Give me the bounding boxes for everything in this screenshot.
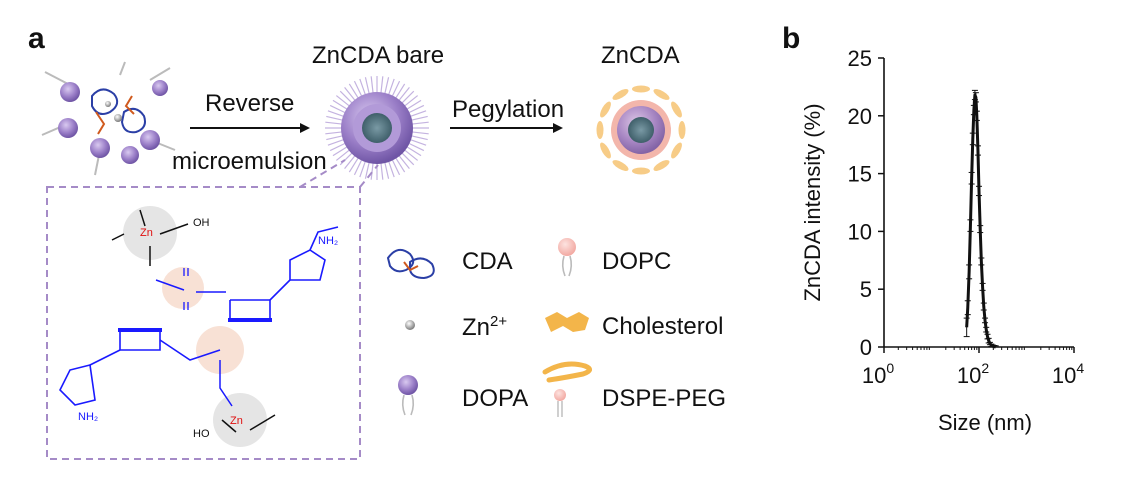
nh2-label-top: NH₂ xyxy=(318,235,338,247)
x-axis-label: Size (nm) xyxy=(938,410,1032,435)
y-tick-label: 20 xyxy=(848,104,872,129)
legend-zn-text: Zn xyxy=(462,314,491,341)
y-tick-label: 25 xyxy=(848,46,872,71)
legend-label-cda: CDA xyxy=(462,248,513,275)
y-tick-label: 5 xyxy=(860,277,872,302)
ho-label-bottom: HO xyxy=(193,428,210,440)
oh-label-top: OH xyxy=(193,217,210,229)
panel-a-graphics: Zn OH NH₂ Zn HO NH₂ xyxy=(41,61,686,460)
legend-label-dopc: DOPC xyxy=(602,248,672,275)
cda-zn-complex-icon xyxy=(41,61,176,176)
pegylation-arrow xyxy=(450,123,563,133)
dspe-peg-icon xyxy=(542,361,592,417)
size-distribution-chart: 0 5 10 15 20 25 100 102 104 Size (nm) ZnCDA intens… xyxy=(800,46,1084,435)
zn-label-bottom: Zn xyxy=(230,415,243,427)
y-axis-label: ZnCDA intensity (%) xyxy=(800,103,825,301)
zncda-particle-icon xyxy=(596,85,686,175)
x-tick-label: 100 xyxy=(862,360,894,388)
reverse-microemulsion-arrow xyxy=(190,123,310,133)
y-tick-label: 10 xyxy=(848,219,872,244)
cholesterol-icon xyxy=(545,312,589,332)
reverse-label: Reverse xyxy=(205,90,295,117)
x-tick-label: 104 xyxy=(1052,360,1084,388)
cda-icon xyxy=(386,248,435,280)
dopc-icon xyxy=(558,238,576,277)
x-tick-label: 102 xyxy=(957,360,989,388)
zncda-bare-particle-icon xyxy=(325,76,429,180)
panel-letter-a: a xyxy=(28,22,45,55)
y-tick-label: 15 xyxy=(848,162,872,187)
legend-label-dopa: DOPA xyxy=(462,385,529,412)
microemulsion-label: microemulsion xyxy=(172,148,327,175)
legend-label-zn: Zn2+ xyxy=(462,313,507,342)
legend-label-cholesterol: Cholesterol xyxy=(602,313,724,340)
structure-zoom-box xyxy=(46,159,379,460)
legend-label-dspe-peg: DSPE-PEG xyxy=(602,385,727,412)
panel-letter-b: b xyxy=(782,22,801,55)
zncda-bare-title: ZnCDA bare xyxy=(312,42,445,69)
dopa-icon xyxy=(398,375,418,416)
zn-label-top: Zn xyxy=(140,227,153,239)
pegylation-label: Pegylation xyxy=(452,96,565,123)
legend-zn-sup: 2+ xyxy=(490,313,508,330)
zn-ion-icon xyxy=(405,320,415,330)
y-tick-label: 0 xyxy=(860,335,872,360)
nh2-label-bottom: NH₂ xyxy=(78,411,98,423)
zn-cda-structure: Zn OH NH₂ Zn HO NH₂ xyxy=(59,206,339,447)
zncda-title: ZnCDA xyxy=(601,42,680,69)
